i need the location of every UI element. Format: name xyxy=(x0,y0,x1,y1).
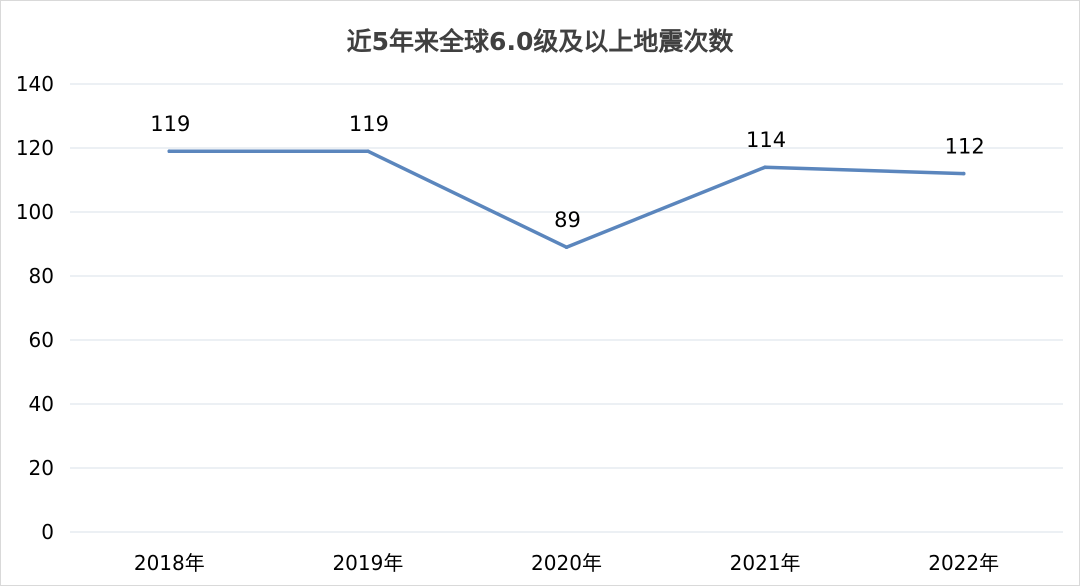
y-tick-label: 40 xyxy=(29,392,54,416)
x-tick-label: 2021年 xyxy=(730,551,801,575)
data-point xyxy=(961,171,966,176)
y-tick-label: 140 xyxy=(16,72,54,96)
series-line-layer xyxy=(167,149,966,249)
data-label: 89 xyxy=(554,208,581,232)
y-tick-label: 60 xyxy=(29,328,54,352)
y-axis: 0 20 40 60 80 100 120 140 xyxy=(16,72,54,544)
y-tick-label: 100 xyxy=(16,200,54,224)
data-labels: 119 119 89 114 112 xyxy=(150,112,984,232)
x-tick-label: 2019年 xyxy=(332,551,403,575)
x-tick-label: 2022年 xyxy=(928,551,999,575)
data-point xyxy=(564,245,569,249)
y-tick-label: 0 xyxy=(41,520,54,544)
x-tick-label: 2020年 xyxy=(531,551,602,575)
y-tick-label: 20 xyxy=(29,456,54,480)
data-label: 119 xyxy=(150,112,190,136)
data-point xyxy=(763,165,767,169)
x-tick-label: 2018年 xyxy=(134,551,205,575)
data-point xyxy=(167,149,172,153)
data-point xyxy=(366,149,370,153)
chart-title: 近5年来全球6.0级及以上地震次数 xyxy=(346,27,734,56)
data-label: 114 xyxy=(746,128,786,152)
series-line xyxy=(167,149,966,249)
y-tick-label: 120 xyxy=(16,136,54,160)
x-axis: 2018年 2019年 2020年 2021年 2022年 xyxy=(134,551,999,575)
data-label: 112 xyxy=(945,135,985,159)
y-tick-label: 80 xyxy=(29,264,54,288)
gridlines xyxy=(70,83,1063,533)
data-label: 119 xyxy=(349,112,389,136)
